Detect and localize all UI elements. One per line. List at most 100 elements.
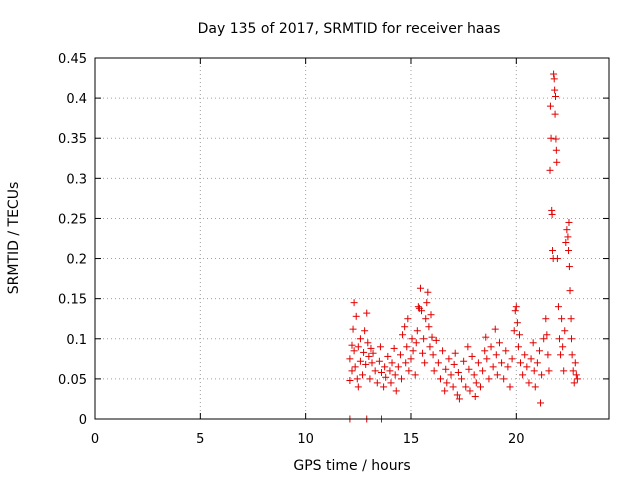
data-point xyxy=(567,315,575,323)
data-point xyxy=(409,347,417,355)
data-point xyxy=(471,393,479,401)
data-point xyxy=(441,387,449,395)
data-point xyxy=(514,343,522,351)
y-tick-label: 0.15 xyxy=(58,293,87,308)
data-point xyxy=(512,303,520,311)
data-point xyxy=(552,146,560,154)
data-point xyxy=(551,93,559,101)
data-point xyxy=(371,367,379,375)
data-point xyxy=(458,375,466,383)
data-point xyxy=(525,379,533,387)
data-point xyxy=(346,376,354,384)
data-point xyxy=(546,166,554,174)
data-point xyxy=(573,375,581,383)
data-point xyxy=(450,360,458,368)
data-point xyxy=(474,359,482,367)
data-point xyxy=(557,351,565,359)
data-point xyxy=(548,210,556,218)
data-point xyxy=(381,363,389,371)
data-point xyxy=(443,379,451,387)
data-point xyxy=(508,355,516,363)
data-point xyxy=(418,307,426,315)
data-point xyxy=(553,255,561,263)
data-point xyxy=(553,158,561,166)
data-point xyxy=(565,247,573,255)
data-point xyxy=(350,299,358,307)
data-point xyxy=(555,335,563,343)
data-point xyxy=(447,371,455,379)
data-point xyxy=(511,307,519,315)
data-point xyxy=(432,336,440,344)
data-point xyxy=(396,351,404,359)
data-point xyxy=(368,359,376,367)
data-point xyxy=(352,312,360,320)
data-point xyxy=(543,331,551,339)
data-point xyxy=(361,327,369,335)
data-point xyxy=(468,352,476,360)
data-point xyxy=(502,347,510,355)
data-point xyxy=(568,351,576,359)
data-point xyxy=(558,315,566,323)
data-point xyxy=(479,367,487,375)
data-point xyxy=(472,379,480,387)
data-point xyxy=(348,367,356,375)
data-point xyxy=(408,335,416,343)
data-point xyxy=(529,339,537,347)
data-point xyxy=(346,355,354,363)
data-point xyxy=(426,343,434,351)
data-point xyxy=(551,110,559,118)
data-point xyxy=(348,341,356,349)
data-point xyxy=(359,371,367,379)
data-point xyxy=(391,371,399,379)
data-point xyxy=(392,387,400,395)
data-point xyxy=(481,347,489,355)
data-point xyxy=(542,315,550,323)
data-point xyxy=(380,383,388,391)
y-tick-label: 0.05 xyxy=(58,373,87,388)
data-point xyxy=(546,102,554,110)
data-point xyxy=(424,288,432,296)
data-point xyxy=(427,311,435,319)
data-point xyxy=(439,347,447,355)
data-point xyxy=(562,239,570,247)
x-tick-label: 5 xyxy=(196,432,204,447)
y-tick-label: 0.45 xyxy=(58,52,87,67)
data-point xyxy=(568,335,576,343)
data-point xyxy=(412,339,420,347)
data-point xyxy=(500,375,508,383)
data-point xyxy=(363,309,371,317)
data-point xyxy=(495,339,503,347)
data-point xyxy=(386,367,394,375)
y-tick-label: 0 xyxy=(79,413,87,428)
data-point xyxy=(428,333,436,341)
data-point xyxy=(369,349,377,357)
chart-title: Day 135 of 2017, SRMTID for receiver haa… xyxy=(198,21,501,37)
data-point xyxy=(464,343,472,351)
data-point xyxy=(454,368,462,376)
x-tick-label: 15 xyxy=(403,432,420,447)
data-point xyxy=(411,371,419,379)
data-point xyxy=(547,134,555,142)
data-point xyxy=(570,379,578,387)
data-point xyxy=(566,287,574,295)
data-point xyxy=(405,367,413,375)
data-point xyxy=(449,383,457,391)
data-point xyxy=(404,315,412,323)
data-point xyxy=(365,352,373,360)
data-point xyxy=(413,327,421,335)
data-point xyxy=(493,371,501,379)
data-point xyxy=(382,373,390,381)
y-tick-label: 0.35 xyxy=(58,132,87,147)
y-tick-label: 0.1 xyxy=(66,333,87,348)
data-point xyxy=(544,351,552,359)
data-point xyxy=(462,383,470,391)
data-point xyxy=(351,363,359,371)
data-point xyxy=(401,323,409,331)
x-tick-label: 10 xyxy=(297,432,314,447)
data-point xyxy=(540,335,548,343)
x-axis-label: GPS time / hours xyxy=(293,458,410,474)
axis-ticks: 0 0.05 0.1 0.15 0.2 0.25 0.3 0.35 0.4 0.45 0 5 10 15 2… xyxy=(58,52,609,447)
data-point xyxy=(362,360,370,368)
data-point xyxy=(445,355,453,363)
